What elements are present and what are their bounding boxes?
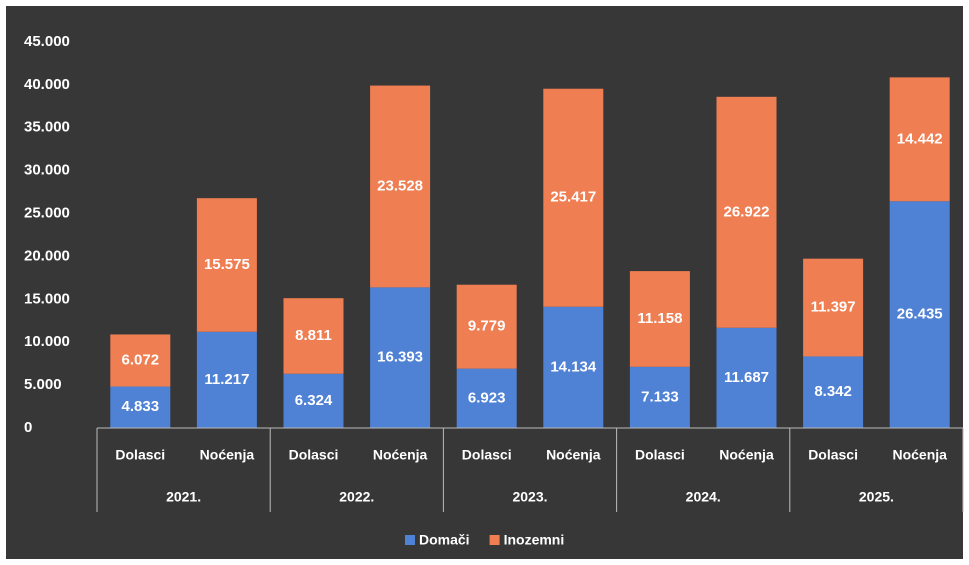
data-label: 7.133 (641, 388, 679, 405)
x-tick-label: Dolasci (808, 447, 858, 463)
data-label: 6.923 (468, 389, 506, 406)
data-label: 26.435 (897, 306, 943, 323)
data-label: 11.397 (811, 299, 856, 316)
bar-segment (283, 373, 344, 428)
x-tick-label: Noćenja (373, 447, 428, 463)
bar-segment (803, 258, 864, 357)
bar-segment (370, 287, 431, 428)
data-label: 26.922 (724, 203, 770, 220)
bar-segment (889, 201, 950, 428)
group-label: 2024. (686, 489, 721, 505)
data-label: 9.779 (468, 318, 506, 335)
data-label: 14.442 (897, 130, 943, 147)
bar-segment (803, 356, 864, 428)
group-label: 2023. (512, 489, 547, 505)
bar-segment (110, 386, 171, 428)
data-label: 16.393 (377, 349, 423, 366)
bar-segment (716, 327, 777, 428)
x-tick-label: Noćenja (719, 447, 774, 463)
legend-swatch (405, 535, 415, 545)
x-tick-label: Dolasci (635, 447, 685, 463)
group-label: 2025. (859, 489, 894, 505)
data-label: 15.575 (204, 256, 250, 273)
group-label: 2021. (166, 489, 201, 505)
x-tick-label: Noćenja (892, 447, 947, 463)
data-label: 8.342 (814, 383, 852, 400)
x-tick-label: Dolasci (289, 447, 339, 463)
y-tick-label: 10.000 (24, 333, 70, 350)
bar-segment (456, 368, 517, 428)
y-tick-label: 0 (24, 419, 32, 436)
bar-segment (370, 85, 431, 288)
bar-segment (543, 306, 604, 428)
data-label: 11.158 (637, 310, 682, 327)
data-label: 6.072 (122, 351, 160, 368)
bar-segment (889, 77, 950, 202)
y-tick-label: 30.000 (24, 162, 70, 179)
group-label: 2022. (339, 489, 374, 505)
data-label: 11.217 (204, 371, 249, 388)
bar-segment (716, 96, 777, 328)
bar-segment (283, 298, 344, 374)
bar-segment (110, 334, 171, 387)
x-tick-label: Noćenja (200, 447, 255, 463)
legend-swatch (489, 535, 500, 545)
data-label: 25.417 (550, 189, 596, 206)
y-tick-label: 35.000 (24, 119, 70, 136)
y-tick-label: 45.000 (24, 33, 70, 50)
data-label: 14.134 (550, 358, 597, 375)
legend-label: Inozemni (504, 532, 565, 548)
y-tick-label: 5.000 (24, 376, 62, 393)
y-tick-label: 15.000 (24, 290, 70, 307)
y-tick-label: 25.000 (24, 205, 70, 222)
bar-segment (196, 331, 257, 428)
bar-segment (456, 284, 517, 369)
bar-segment (196, 198, 257, 332)
x-tick-label: Dolasci (462, 447, 512, 463)
data-label: 8.811 (295, 327, 332, 344)
x-tick-label: Noćenja (546, 447, 601, 463)
bar-segment (629, 366, 690, 428)
y-tick-label: 20.000 (24, 247, 70, 264)
data-label: 6.324 (295, 392, 333, 409)
data-label: 11.687 (724, 369, 769, 386)
data-label: 4.833 (122, 398, 160, 415)
data-label: 23.528 (377, 177, 423, 194)
y-tick-label: 40.000 (24, 76, 70, 93)
bar-segment (543, 88, 604, 307)
legend-label: Domači (419, 532, 470, 548)
bar-segment (629, 271, 690, 367)
x-tick-label: Dolasci (115, 447, 165, 463)
